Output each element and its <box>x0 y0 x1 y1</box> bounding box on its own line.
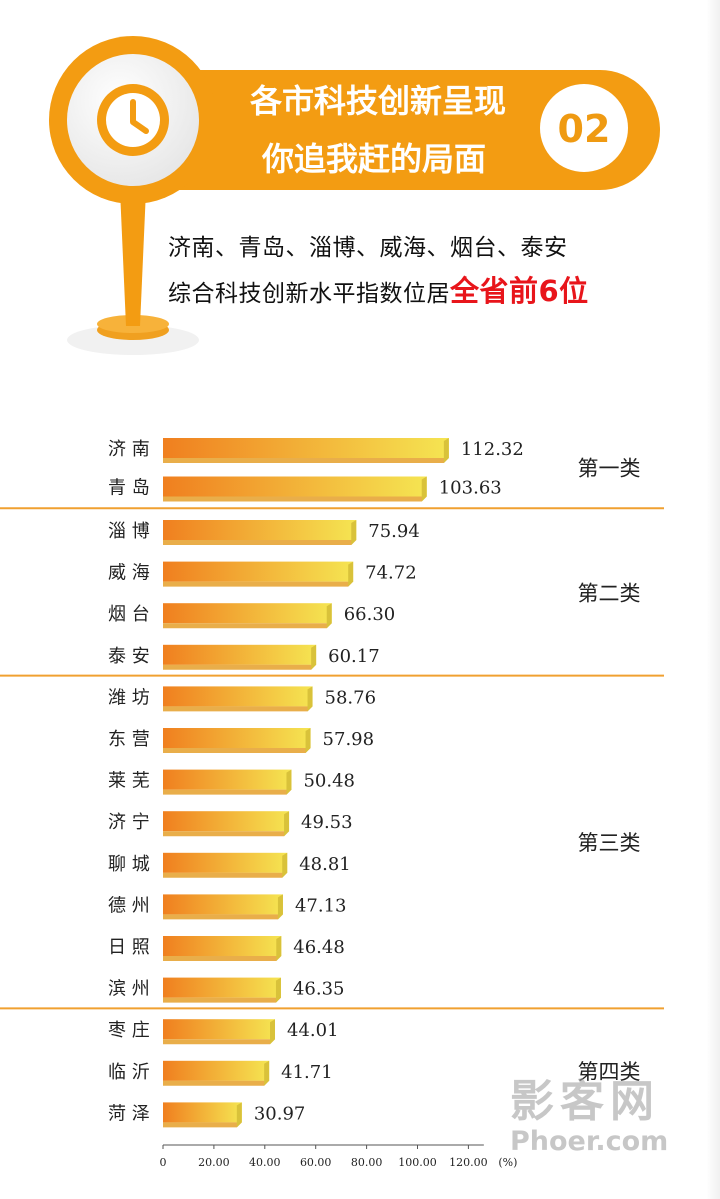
city-label: 济 南 <box>108 439 150 460</box>
bar <box>163 728 311 753</box>
value-label: 46.48 <box>293 937 345 958</box>
x-tick-label: 20.00 <box>198 1156 230 1169</box>
value-label: 44.01 <box>287 1020 339 1041</box>
bar <box>163 561 354 587</box>
bar <box>163 811 290 837</box>
city-label: 日 照 <box>108 937 150 958</box>
value-label: 41.71 <box>281 1062 333 1083</box>
subtitle-highlight: 全省前6位 <box>450 274 589 308</box>
city-label: 潍 坊 <box>108 687 150 708</box>
header-banner: 各市科技创新呈现 你追我赶的局面 02 <box>49 36 660 355</box>
section-badge: 02 <box>540 84 628 172</box>
value-label: 30.97 <box>254 1103 306 1124</box>
edge-shadow <box>706 0 720 1199</box>
city-label: 东 营 <box>108 729 150 750</box>
group-label: 第一类 <box>578 456 641 480</box>
group-label: 第四类 <box>578 1060 641 1084</box>
value-label: 50.48 <box>303 771 355 792</box>
city-label: 德 州 <box>108 895 150 916</box>
x-tick-label: 80.00 <box>351 1156 383 1169</box>
bar <box>163 438 449 463</box>
bar <box>163 769 292 795</box>
value-label: 74.72 <box>365 563 417 584</box>
value-label: 58.76 <box>325 687 377 708</box>
value-label: 46.35 <box>293 979 345 1000</box>
bar-chart: 济 南 112.32 青 岛 103.63 淄 博 75.94 威 海 74.72 烟 台 66.… <box>0 438 664 1169</box>
value-label: 103.63 <box>439 478 502 499</box>
x-tick-label: 60.00 <box>300 1156 332 1169</box>
value-label: 60.17 <box>328 646 380 667</box>
group-label: 第三类 <box>578 831 641 855</box>
bar <box>163 894 283 920</box>
bar <box>163 1019 276 1045</box>
subtitle-line1: 济南、青岛、淄博、威海、烟台、泰安 <box>168 235 568 261</box>
bar <box>163 686 313 712</box>
value-label: 57.98 <box>323 729 375 750</box>
value-label: 47.13 <box>295 895 347 916</box>
city-label: 聊 城 <box>108 854 150 875</box>
city-label: 济 宁 <box>108 812 150 833</box>
city-label: 菏 泽 <box>108 1103 150 1124</box>
x-tick-label: 120.00 <box>449 1156 488 1169</box>
x-tick-label: 100.00 <box>398 1156 437 1169</box>
x-tick-label: 40.00 <box>249 1156 281 1169</box>
bar <box>163 476 427 502</box>
city-label: 滨 州 <box>108 979 150 1000</box>
bar <box>163 1102 242 1128</box>
city-label: 青 岛 <box>108 478 150 499</box>
x-tick-label: 0 <box>160 1156 167 1169</box>
section-number: 02 <box>558 107 611 151</box>
bar <box>163 852 288 878</box>
group-label: 第二类 <box>578 581 641 605</box>
city-label: 泰 安 <box>108 646 150 667</box>
bar <box>163 936 282 961</box>
city-label: 莱 芜 <box>108 771 150 792</box>
city-label: 威 海 <box>108 563 150 584</box>
value-label: 49.53 <box>301 812 353 833</box>
value-label: 48.81 <box>299 854 351 875</box>
bar <box>163 1060 270 1086</box>
city-label: 枣 庄 <box>108 1020 150 1041</box>
value-label: 75.94 <box>368 521 420 542</box>
clock-icon <box>97 84 169 156</box>
value-label: 112.32 <box>461 439 524 460</box>
watermark-en: Phoer.com <box>510 1126 669 1157</box>
watermark-cn: 影客网 <box>510 1076 660 1127</box>
bar <box>163 644 317 670</box>
bar <box>163 520 357 545</box>
page-title-line1: 各市科技创新呈现 <box>250 82 506 120</box>
city-label: 临 沂 <box>108 1062 150 1083</box>
subtitle-line2: 综合科技创新水平指数位居全省前6位 <box>168 268 589 310</box>
title-banner <box>100 70 660 190</box>
subtitle-line2-prefix: 综合科技创新水平指数位居 <box>168 281 450 307</box>
unit-label: (%) <box>498 1156 517 1169</box>
bar <box>163 603 332 629</box>
city-label: 淄 博 <box>108 521 150 542</box>
bar <box>163 977 281 1003</box>
page-title-line2: 你追我赶的局面 <box>261 140 486 178</box>
value-label: 66.30 <box>344 604 396 625</box>
city-label: 烟 台 <box>108 604 150 625</box>
watermark: 影客网 Phoer.com <box>510 1078 710 1173</box>
